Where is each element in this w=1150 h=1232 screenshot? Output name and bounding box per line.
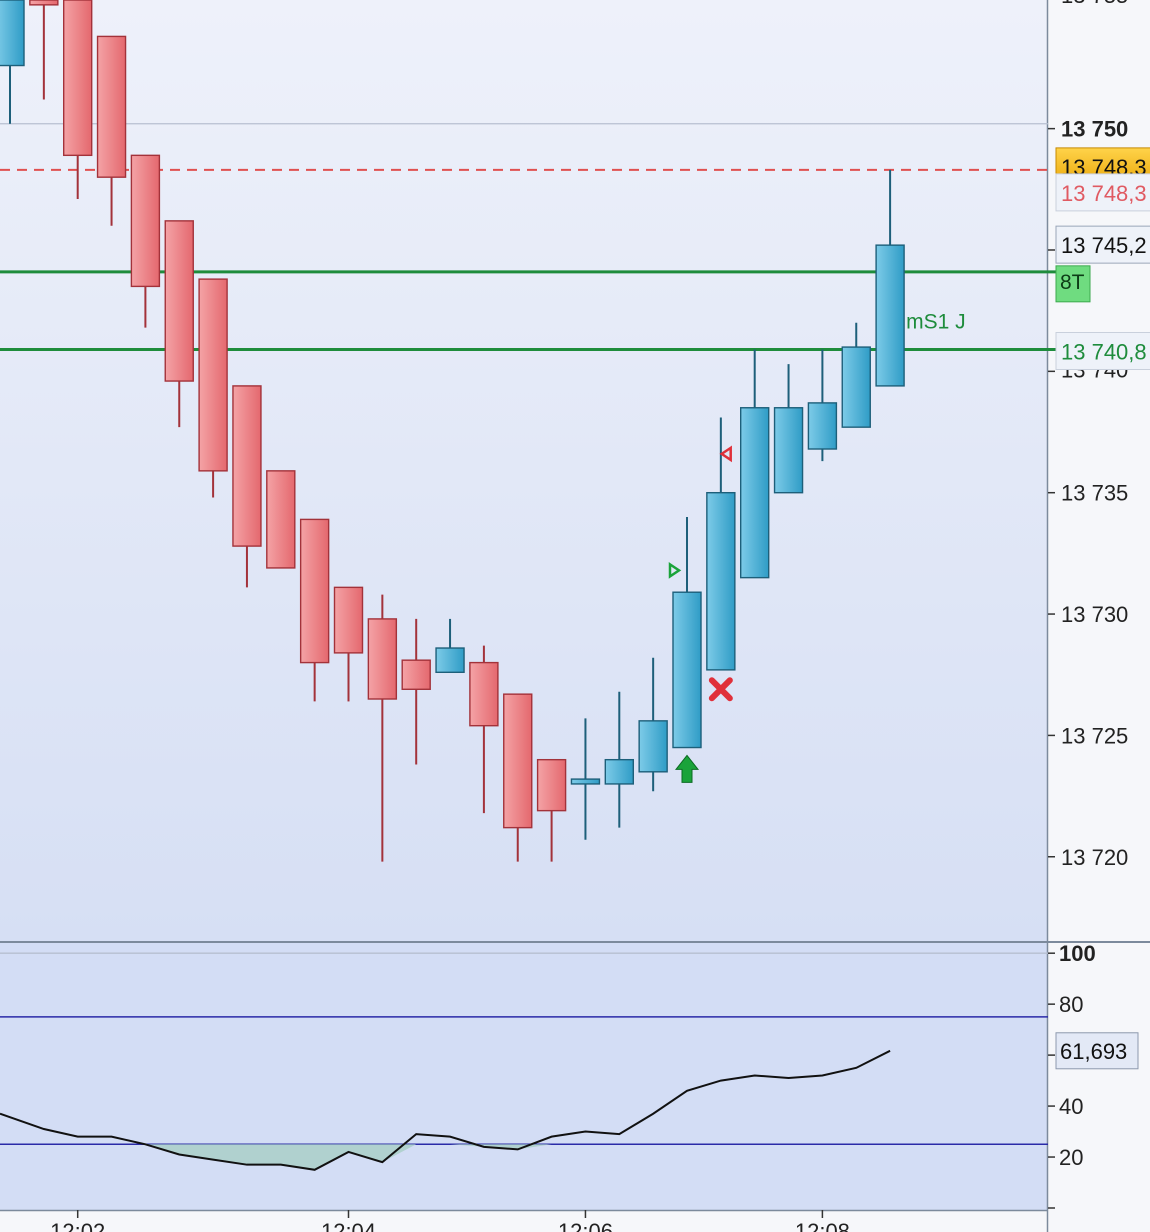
bull-candle [773,364,804,494]
candle-body [638,720,668,773]
bear-candle [469,645,499,814]
bear-candle [130,154,161,328]
bear-candle [29,0,59,100]
x-mark-icon [708,677,733,702]
candle-body [604,758,634,785]
signal-markers [668,445,733,783]
candle-body [740,407,770,579]
candle-body [164,220,194,382]
candle-body [96,35,127,178]
bear-candle [266,470,296,569]
bear-candle [198,278,228,498]
price-tag-box [1055,225,1150,264]
time-tick-label: 12:02 [50,1219,105,1232]
price-tick-label: 13 720 [1061,845,1128,870]
oscillator-panel-bg [0,943,1048,1210]
oscillator-tick-label: 20 [1059,1145,1083,1170]
oscillator-tick-label: 100 [1059,941,1096,966]
bear-candle [299,518,330,702]
candle-body [706,491,736,671]
candles [0,0,905,862]
candle-body [0,0,25,67]
candle-body [469,661,499,727]
oscillator-tick-label: 40 [1059,1094,1083,1119]
price-tick-label: 13 730 [1061,602,1128,627]
candle-body [841,346,871,428]
bear-candle [367,594,398,862]
candle-body [29,0,59,6]
oscillator-line [0,1049,891,1171]
bull-candle [706,417,736,671]
bull-candle [638,657,668,792]
bull-candle [0,0,25,124]
bear-candle [536,758,567,862]
time-tick-label: 12:08 [795,1219,850,1232]
candle-body [333,586,364,654]
bear-candle [232,385,262,588]
oscillator [0,952,1048,1171]
bull-candle [672,516,702,749]
bear-candle [164,220,194,428]
time-axis-bg [0,1210,1048,1232]
price-tick-label: 13 735 [1061,481,1128,506]
price-tick-label-partial: 13 755 [1061,0,1128,8]
bear-candle [96,35,127,226]
candle-body [401,659,431,690]
price-tag-label: 13 748,3 [1061,181,1147,206]
price-tick-label: 13 725 [1061,723,1128,748]
up-arrow-icon [674,754,700,783]
candle-body [266,470,296,569]
candle-body [503,693,533,829]
level-label: mS1 J [906,310,966,333]
oversold-fill [145,1144,552,1170]
bull-candle [841,322,871,428]
bear-candle [503,693,533,862]
candle-body [672,591,702,749]
time-tick-label: 12:06 [558,1219,613,1232]
right-triangle-icon [668,562,682,579]
oscillator-value-box [1055,1032,1139,1070]
oscillator-axis: 100 80 40 20 61,693 [1048,941,1139,1209]
candle-body [130,154,161,288]
candle-body [232,385,262,547]
price-tag-box [1055,332,1150,370]
price-tick-label: 13 750 [1061,117,1128,142]
bear-candle [63,0,93,200]
bear-candle [401,618,431,765]
time-axis: 12:02 12:04 12:06 12:08 [50,1210,850,1232]
level-badge: 8T [1060,271,1085,294]
left-triangle-icon [719,445,732,463]
bull-candle [807,349,838,462]
bull-candle [570,718,601,840]
candle-body [299,518,330,664]
oscillator-current-value: 61,693 [1060,1039,1127,1064]
candle-body [875,244,905,387]
oscillator-tick-label: 80 [1059,992,1083,1017]
candle-body [536,758,567,812]
price-tag-label: 13 740,8 [1061,340,1147,365]
bear-candle [333,586,364,702]
bull-candle [435,618,465,674]
bull-candle [604,691,634,828]
candle-body [570,778,601,785]
level-badge-box [1055,265,1091,303]
price-tag-label: 13 745,2 [1061,233,1147,258]
candle-body [435,647,465,674]
candle-body [367,618,398,700]
bull-candle [740,349,770,579]
candle-body [807,402,838,450]
price-tag-box [1055,173,1150,212]
time-tick-label: 12:04 [321,1219,376,1232]
candle-body [63,0,93,157]
candle-body [198,278,228,472]
bull-candle [875,169,905,387]
candle-body [773,407,804,494]
